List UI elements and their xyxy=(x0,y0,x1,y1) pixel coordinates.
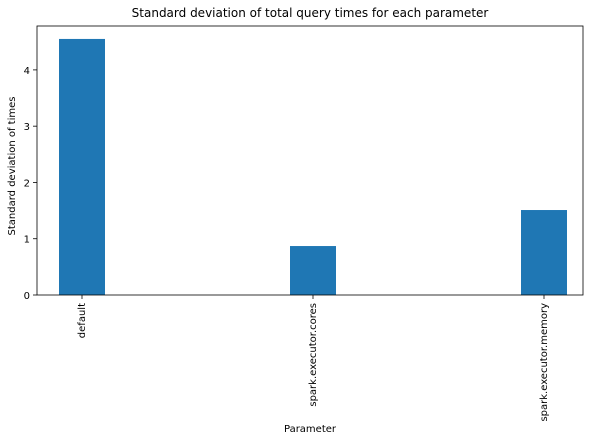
bar-default xyxy=(59,38,105,296)
chart-title: Standard deviation of total query times … xyxy=(132,6,489,20)
y-tick-label: 0 xyxy=(24,291,30,302)
x-axis-label: Parameter xyxy=(284,424,337,435)
bar-spark-executor-cores xyxy=(290,246,336,295)
plot-frame xyxy=(36,25,584,296)
x-axis: default spark.executor.cores spark.executo… xyxy=(77,295,550,422)
bars-group xyxy=(59,38,567,296)
y-axis-label: Standard deviation of times xyxy=(7,97,18,236)
y-axis: 0 1 2 3 4 xyxy=(24,66,37,302)
y-tick-label: 2 xyxy=(24,178,30,189)
y-tick-label: 3 xyxy=(24,122,30,133)
y-tick-label: 1 xyxy=(24,235,30,246)
y-tick-label: 4 xyxy=(24,66,30,77)
bar-spark-executor-memory xyxy=(521,210,567,295)
x-tick-label: spark.executor.cores xyxy=(308,303,319,407)
x-tick-label: spark.executor.memory xyxy=(539,303,550,422)
x-tick-label: default xyxy=(77,303,88,338)
